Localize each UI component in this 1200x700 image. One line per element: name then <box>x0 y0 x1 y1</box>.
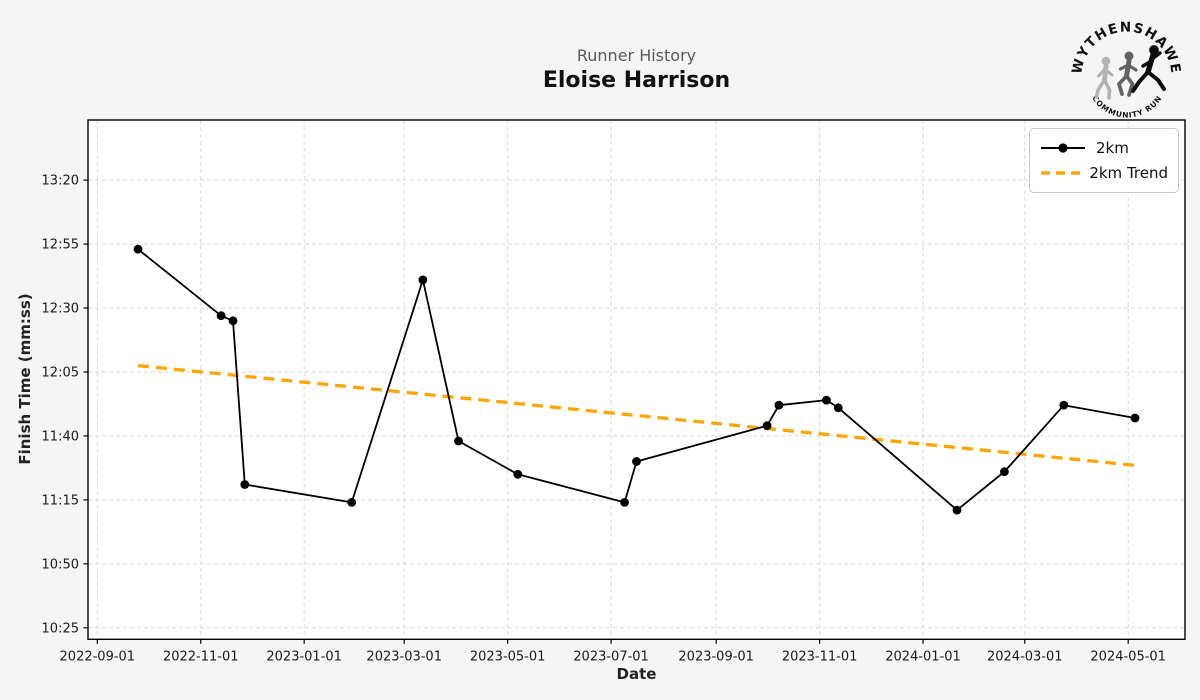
data-point <box>454 436 463 446</box>
data-point <box>620 498 629 507</box>
legend-label-2km: 2km <box>1096 138 1129 157</box>
plot-area <box>88 120 1185 640</box>
data-point <box>1000 467 1009 477</box>
legend-item-2km-trend: 2km Trend <box>1039 160 1168 185</box>
x-tick-label: 2023-11-01 <box>782 649 858 664</box>
data-point <box>952 505 962 515</box>
y-tick-label: 11:40 <box>42 429 79 444</box>
data-point <box>228 316 238 326</box>
runner-name: Eloise Harrison <box>542 68 731 93</box>
data-point <box>1059 400 1069 410</box>
data-point <box>822 395 831 405</box>
x-tick-labels: 2022-09-01 2022-11-01 2023-01-01 2023-03-01… <box>60 649 1166 664</box>
legend-label-2km-trend: 2km Trend <box>1089 163 1168 182</box>
x-tick-label: 2023-09-01 <box>678 649 754 664</box>
data-point <box>133 244 143 254</box>
legend-line-2km-icon <box>1041 142 1085 153</box>
club-logo: WYTHENSHAWE COMMUNITY RUN <box>1069 20 1182 120</box>
data-point <box>418 275 428 285</box>
data-point <box>774 400 784 410</box>
x-tick-label: 2022-11-01 <box>163 649 239 664</box>
y-tick-label: 11:15 <box>42 493 79 508</box>
data-point <box>632 457 641 466</box>
plot-border <box>87 119 1186 640</box>
y-tick-label: 12:30 <box>42 302 79 317</box>
x-tick-label: 2024-01-01 <box>885 649 961 664</box>
series-line <box>137 248 1136 512</box>
y-tick-labels: 10:25 10:50 11:15 11:40 12:05 12:30 12:55 13:20 <box>42 174 79 637</box>
x-tick-label: 2023-01-01 <box>266 649 342 664</box>
x-tick-label: 2023-03-01 <box>366 649 442 664</box>
x-tick-label: 2023-05-01 <box>470 649 546 664</box>
x-tick-label: 2024-05-01 <box>1090 649 1166 664</box>
data-point <box>762 421 772 431</box>
data-point <box>1130 413 1140 423</box>
legend: 2km 2km Trend <box>1029 128 1179 193</box>
y-tick-label: 12:55 <box>42 238 79 253</box>
chart-title: Runner History <box>576 46 697 65</box>
x-tick-label: 2024-03-01 <box>987 649 1063 664</box>
data-point <box>240 480 250 489</box>
gridlines <box>88 120 1185 640</box>
data-point <box>347 498 357 507</box>
legend-item-2km: 2km <box>1039 135 1168 160</box>
y-tick-label: 12:05 <box>42 365 79 380</box>
runners-icon <box>1094 45 1166 100</box>
y-tick-label: 10:25 <box>42 621 79 636</box>
x-axis-label: Date <box>616 665 657 683</box>
data-point <box>833 403 843 413</box>
y-tick-label: 13:20 <box>42 174 79 189</box>
data-point <box>513 469 523 479</box>
x-tick-label: 2023-07-01 <box>573 649 649 664</box>
tick-marks <box>83 179 1129 644</box>
data-point <box>216 311 226 321</box>
x-tick-label: 2022-09-01 <box>60 649 136 664</box>
trend-line <box>137 363 1136 467</box>
series-2km <box>133 244 1140 515</box>
legend-line-trend-icon <box>1041 170 1081 175</box>
y-tick-label: 10:50 <box>42 557 79 572</box>
